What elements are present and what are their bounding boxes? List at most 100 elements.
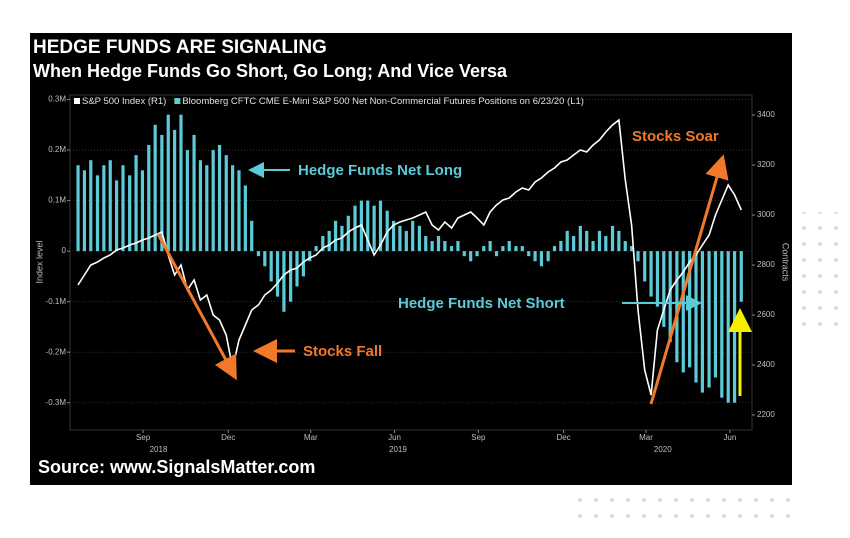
bar	[539, 251, 544, 267]
bar	[604, 235, 608, 252]
bar	[115, 180, 119, 252]
bar	[404, 230, 408, 252]
bar	[211, 150, 215, 252]
bar	[173, 129, 177, 252]
y-tick-label: -0.2M	[46, 347, 67, 356]
bar	[333, 220, 338, 252]
bar	[565, 230, 569, 252]
y-axis-label: Index level	[34, 240, 44, 283]
bar	[372, 205, 376, 252]
x-year-label: 2018	[150, 445, 168, 454]
x-tick-label: Mar	[639, 433, 653, 442]
bar	[417, 225, 421, 252]
legend-swatch	[74, 98, 80, 104]
bar	[527, 251, 531, 257]
x-tick-label: Mar	[304, 433, 318, 442]
bar	[597, 230, 602, 252]
bar	[681, 251, 685, 373]
legend-swatch	[174, 98, 181, 104]
y2-tick-label: 2200	[757, 410, 775, 419]
annotation: Hedge Funds Net Long	[298, 162, 462, 179]
bar	[533, 251, 537, 262]
decor-dots	[572, 498, 792, 530]
bar	[707, 251, 711, 388]
bar	[662, 251, 666, 327]
y-tick-label: 0	[62, 246, 67, 255]
bar	[231, 165, 235, 252]
y-tick-label: 0.3M	[48, 95, 66, 104]
bar	[128, 175, 132, 252]
bar	[398, 225, 402, 252]
x-tick-label: Dec	[221, 433, 235, 442]
bar	[82, 170, 87, 252]
bar	[301, 251, 305, 277]
bar	[102, 165, 106, 252]
bar	[720, 251, 724, 398]
chart-title: HEDGE FUNDS ARE SIGNALING	[33, 37, 327, 58]
bar	[134, 155, 138, 252]
bar	[269, 251, 273, 282]
y2-tick-label: 3400	[757, 110, 775, 119]
bar	[327, 230, 331, 252]
bar	[263, 251, 267, 267]
bar	[623, 241, 627, 252]
bar	[469, 251, 473, 262]
bar	[282, 251, 286, 312]
y2-tick-label: 2400	[757, 360, 775, 369]
bar	[140, 170, 145, 252]
bar	[655, 251, 660, 307]
y-tick-label: 0.2M	[48, 145, 66, 154]
bar	[411, 220, 415, 252]
annotation: Stocks Soar	[632, 128, 719, 145]
bar	[166, 114, 170, 252]
y2-tick-label: 3200	[757, 160, 775, 169]
legend-label: Bloomberg CFTC CME E-Mini S&P 500 Net No…	[182, 96, 584, 107]
bar	[475, 251, 479, 257]
bar	[275, 251, 280, 297]
bar	[205, 165, 209, 252]
bar	[591, 241, 595, 252]
bar	[237, 170, 241, 252]
bar	[256, 251, 261, 257]
bar	[430, 241, 434, 252]
bar	[108, 160, 112, 252]
x-tick-label: Sep	[471, 433, 486, 442]
bar	[494, 251, 499, 257]
bar	[378, 200, 383, 252]
source: Source: www.SignalsMatter.com	[38, 457, 315, 477]
bar	[617, 230, 621, 252]
bar	[546, 251, 550, 262]
bar	[520, 246, 524, 252]
chart-subtitle: When Hedge Funds Go Short, Go Long; And …	[33, 61, 508, 81]
bar	[488, 241, 492, 252]
bar	[179, 114, 183, 252]
bar	[147, 145, 151, 252]
bar	[514, 246, 518, 252]
bar	[346, 215, 350, 252]
bar	[649, 251, 653, 297]
bar	[700, 251, 704, 393]
bar	[739, 251, 743, 302]
bar	[321, 235, 325, 252]
bar	[449, 246, 454, 252]
bar	[443, 241, 447, 252]
annotation: Hedge Funds Net Short	[398, 295, 565, 312]
bar	[507, 241, 511, 252]
bar	[289, 251, 293, 302]
bar	[456, 241, 460, 252]
bar	[250, 220, 254, 252]
bar	[308, 251, 312, 262]
bar	[160, 134, 164, 252]
bar	[694, 251, 698, 383]
bar	[243, 185, 247, 252]
bar	[630, 246, 634, 252]
bar	[585, 230, 589, 252]
y-tick-label: -0.3M	[46, 398, 67, 407]
annotation: Stocks Fall	[303, 343, 382, 360]
bar	[462, 251, 466, 257]
decor-dots	[800, 212, 842, 332]
bar	[552, 246, 557, 252]
bar	[121, 165, 125, 252]
bar	[572, 235, 576, 252]
bar	[675, 251, 679, 363]
